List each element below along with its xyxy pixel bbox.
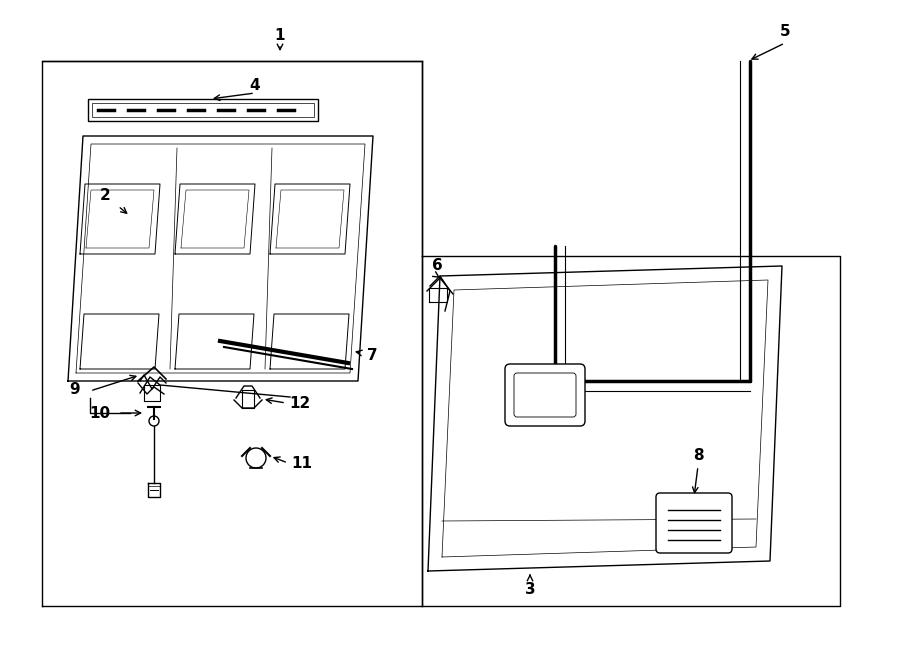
Text: 11: 11 [292, 455, 312, 471]
Text: 7: 7 [366, 348, 377, 364]
Text: 8: 8 [693, 449, 703, 463]
Text: 10: 10 [89, 405, 111, 420]
Text: 3: 3 [525, 582, 535, 596]
Text: 1: 1 [274, 28, 285, 44]
FancyBboxPatch shape [514, 373, 576, 417]
Bar [92, 103, 314, 117]
Text: 5: 5 [779, 24, 790, 38]
Text: 4: 4 [249, 79, 260, 93]
FancyBboxPatch shape [505, 364, 585, 426]
Bar [88, 99, 318, 121]
Text: 2: 2 [100, 188, 111, 204]
Text: 9: 9 [69, 381, 80, 397]
Text: 6: 6 [432, 258, 443, 274]
Text: 12: 12 [290, 395, 310, 410]
FancyBboxPatch shape [656, 493, 732, 553]
